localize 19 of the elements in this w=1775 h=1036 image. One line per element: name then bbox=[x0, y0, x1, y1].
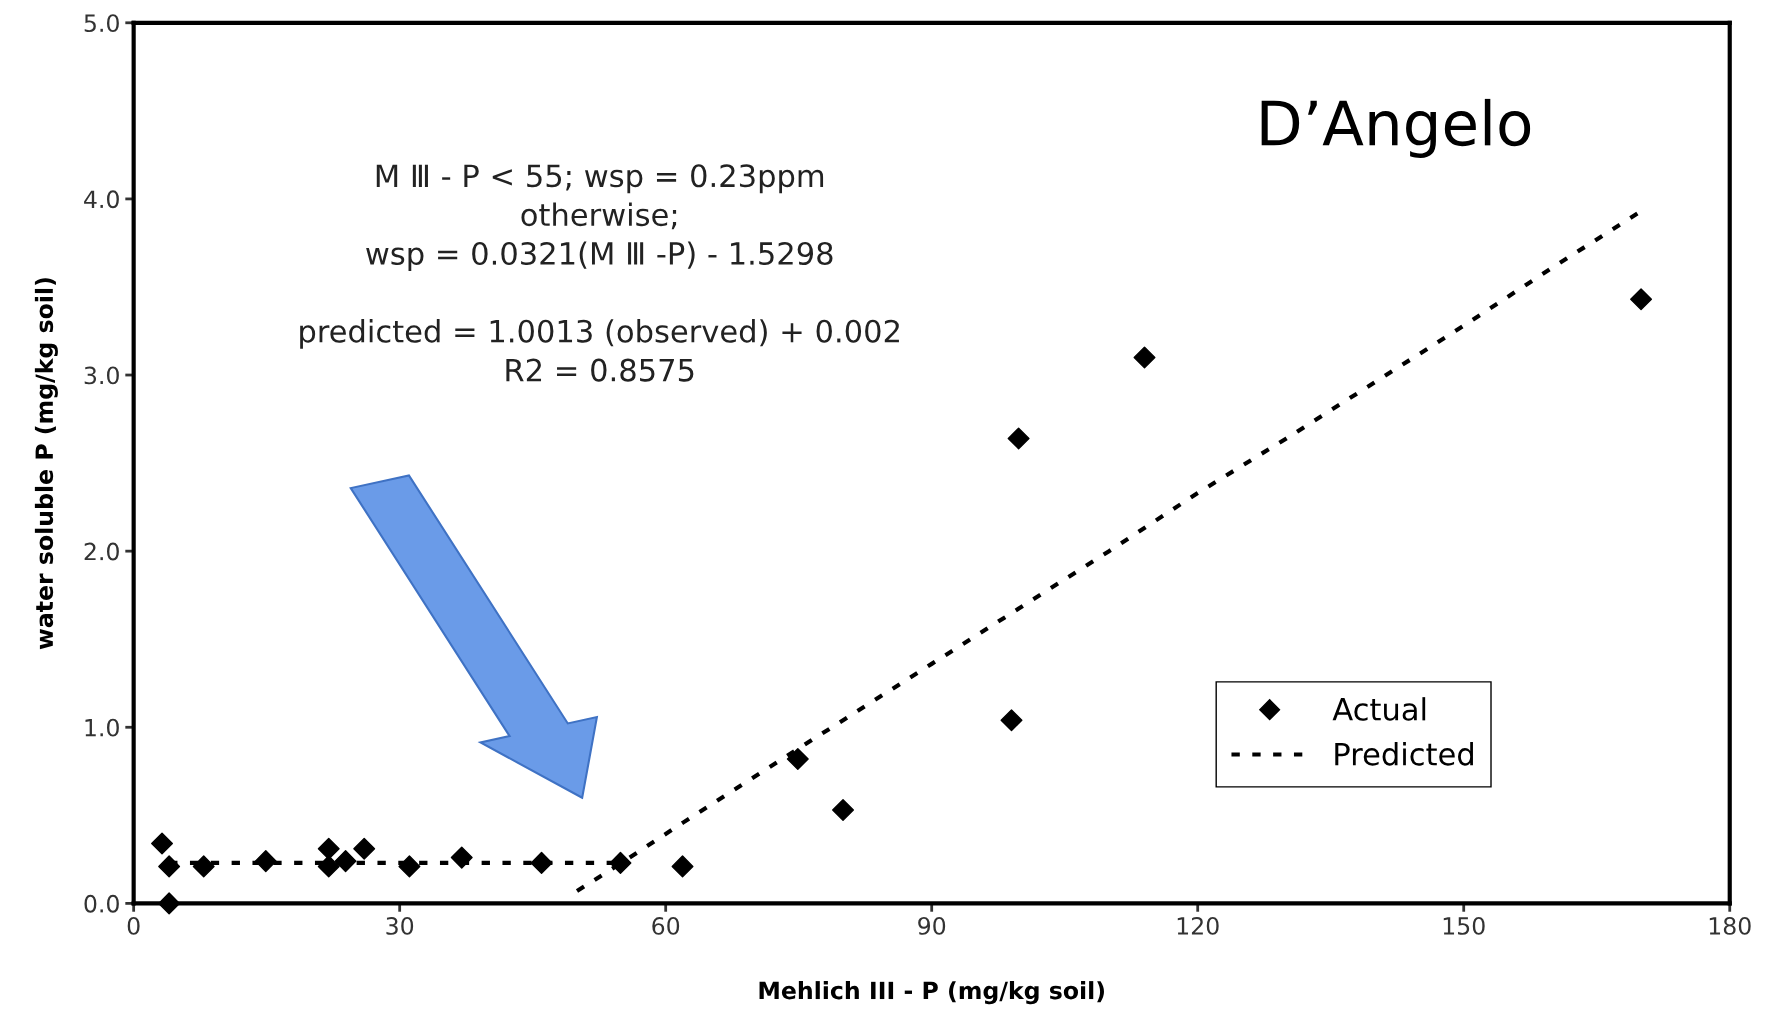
x-tick-label: 60 bbox=[652, 917, 680, 935]
y-tick-label: 1.0 bbox=[85, 718, 119, 737]
y-tick-label: 4.0 bbox=[84, 190, 119, 209]
x-tick-label: 150 bbox=[1443, 917, 1485, 935]
y-tick-label: 0.0 bbox=[84, 894, 119, 913]
x-tick-label: 90 bbox=[918, 917, 946, 935]
x-tick-label: 0 bbox=[127, 917, 140, 935]
y-tick-label: 3.0 bbox=[84, 366, 119, 385]
y-axis-title: water soluble P (mg/kg soil) bbox=[34, 278, 58, 650]
y-tick-label: 2.0 bbox=[84, 542, 119, 561]
y-tick-label: 5.0 bbox=[84, 14, 119, 33]
legend-label: Actual bbox=[1332, 697, 1426, 721]
x-tick-label: 180 bbox=[1709, 917, 1751, 935]
text: M Ⅲ - P < 55; wsp = 0.23ppm otherwise; wsp = 0.0321(M Ⅲ -P) - 1.5298 predicted = 1.0013 (observed) + 0.002 R2 = 0.8575 bbox=[300, 164, 899, 382]
legend-label: Predicted bbox=[1335, 742, 1473, 766]
annotation: D’Angelo bbox=[1261, 98, 1531, 159]
x-tick-label: 30 bbox=[386, 917, 414, 935]
x-axis-title: Mehlich III - P (mg/kg soil) bbox=[759, 981, 1104, 1005]
x-tick-label: 120 bbox=[1177, 917, 1219, 935]
